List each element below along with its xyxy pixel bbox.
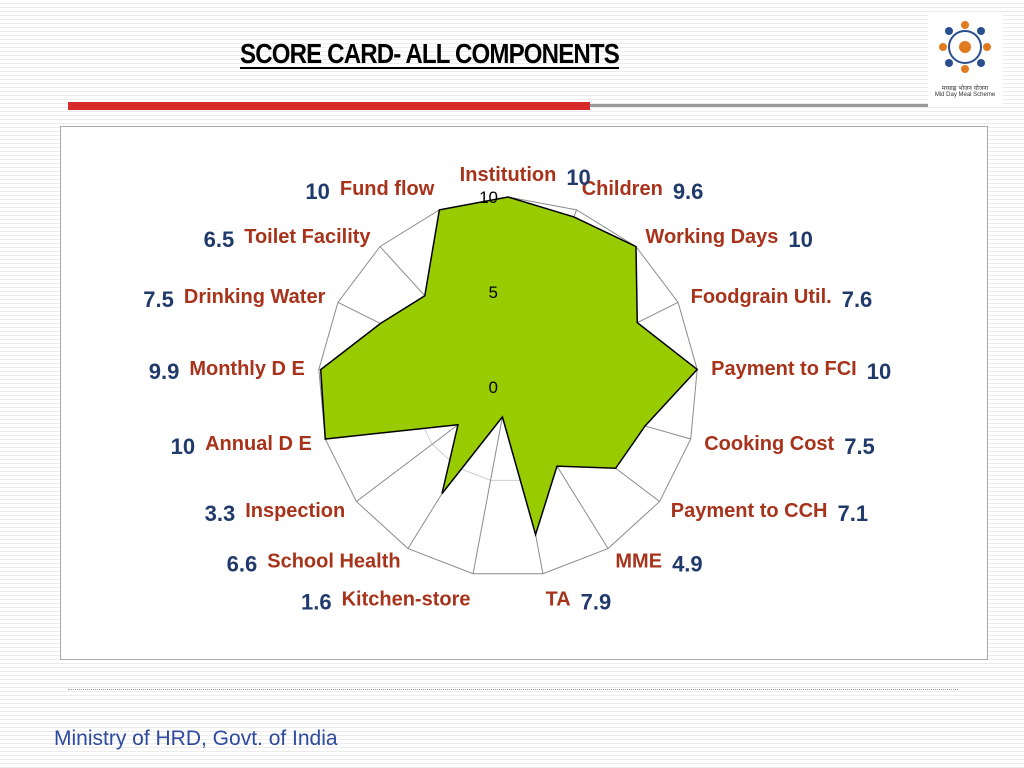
radar-value-label: 6.5 (204, 227, 235, 252)
radar-value-label: 10 (867, 359, 891, 384)
radar-value-label: 7.6 (842, 287, 873, 312)
radar-value-label: 10 (566, 165, 590, 190)
radar-value-label: 3.3 (205, 501, 236, 526)
radar-category-label: TA (545, 589, 570, 611)
radar-tick-labels: 0 5 10 (479, 188, 498, 397)
chart-frame: 0 5 10 Institution Children Working Days Food… (60, 126, 988, 660)
radar-category-label: Children (582, 178, 663, 200)
radar-category-label: Drinking Water (184, 286, 326, 308)
radar-category-label: MME (615, 550, 662, 572)
radar-category-label: Kitchen-store (342, 589, 471, 611)
radar-value-label: 7.1 (837, 501, 868, 526)
radar-value-label: 9.6 (673, 179, 704, 204)
radar-value-label: 10 (788, 227, 812, 252)
radar-value-labels: 10 9.6 10 7.6 10 7.5 7.1 4.9 7.9 1.6 6.6 3.3 10 9.9 7.… (143, 165, 891, 615)
radar-tick-label: 5 (489, 283, 498, 302)
radar-series-area (319, 196, 699, 538)
radar-value-label: 10 (171, 434, 195, 459)
radar-category-label: School Health (267, 550, 400, 572)
footer-ministry: Ministry of HRD, Govt. of India (54, 727, 338, 750)
radar-value-label: 4.9 (672, 551, 703, 576)
radar-category-label: Monthly D E (189, 358, 305, 380)
radar-category-label: Fund flow (340, 178, 435, 200)
radar-value-label: 7.9 (581, 590, 612, 615)
radar-value-label: 9.9 (149, 359, 180, 384)
radar-tick-label: 10 (479, 188, 498, 207)
radar-category-label: Annual D E (205, 433, 312, 455)
radar-value-label: 7.5 (844, 434, 875, 459)
radar-chart: 0 5 10 Institution Children Working Days Food… (143, 164, 891, 615)
radar-outer-ring (318, 196, 698, 575)
radar-category-label: Cooking Cost (704, 433, 834, 455)
radar-value-label: 10 (305, 179, 329, 204)
radar-category-label: Inspection (245, 500, 345, 522)
radar-category-label: Working Days (645, 226, 778, 248)
mdm-logo-icon (939, 21, 991, 73)
radar-tick-label: 0 (489, 378, 498, 397)
radar-value-label: 7.5 (143, 287, 174, 312)
accent-bar (68, 102, 590, 110)
footer-divider (68, 689, 958, 690)
radar-category-label: Payment to CCH (671, 500, 828, 522)
radar-category-label: Toilet Facility (244, 226, 371, 248)
radar-value-label: 1.6 (301, 590, 332, 615)
radar-value-label: 6.6 (227, 551, 258, 576)
radar-category-label: Institution (460, 164, 557, 186)
divider-line (590, 104, 928, 107)
slide-title: SCORE CARD- ALL COMPONENTS (240, 38, 620, 69)
logo-text-english: Mid Day Meal Scheme (934, 92, 996, 98)
radar-category-label: Payment to FCI (711, 358, 857, 380)
radar-category-label: Foodgrain Util. (691, 286, 832, 308)
logo-text-hindi: मध्याह्न भोजन योजना (941, 85, 989, 92)
mdm-logo: मध्याह्न भोजन योजना Mid Day Meal Scheme (928, 14, 1002, 104)
radar-category-labels: Institution Children Working Days Foodgrain… (184, 164, 857, 611)
